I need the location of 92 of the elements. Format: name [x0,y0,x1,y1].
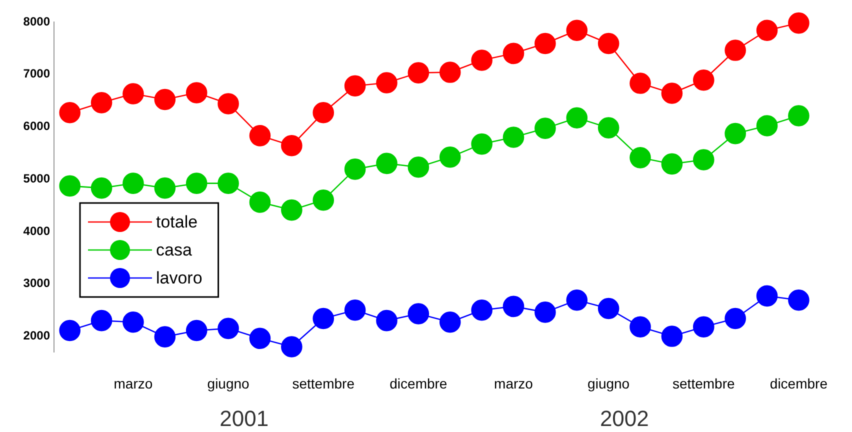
point [788,105,810,126]
y-tick-label: 2000 [23,328,50,343]
point [630,316,651,338]
point [281,336,302,358]
point [376,152,398,174]
y-tick-label: 4000 [23,224,50,238]
point [439,311,461,333]
point [154,326,176,348]
point [471,50,492,71]
point [692,69,714,91]
point [439,146,461,168]
y-tick-label: 6000 [23,119,50,134]
point [344,299,366,321]
x-tick-label: giugno [207,375,250,392]
point [312,102,334,124]
point [692,149,714,170]
point [566,20,588,42]
point [344,75,366,97]
y-tick-label: 8000 [23,14,50,28]
point [90,92,112,114]
point [249,328,271,350]
point [122,311,144,333]
legend-label: lavoro [156,268,202,288]
point [249,192,271,213]
point [90,177,112,199]
point [534,302,556,323]
point [186,172,208,194]
x-tick-label: dicembre [770,375,828,392]
point [566,289,588,311]
point [186,82,208,104]
point [692,316,714,338]
point [408,62,430,84]
point [122,83,144,104]
text: 2001 [220,406,269,432]
point [59,102,80,124]
point [534,32,556,54]
x-tick-label: settembre [672,375,735,392]
point [598,117,620,138]
point [281,199,302,221]
point [312,308,334,330]
point [502,42,524,64]
point [598,32,620,54]
point [376,310,398,332]
point [59,320,80,342]
point [218,93,239,114]
point [661,326,683,347]
point [90,310,112,332]
point [249,125,271,146]
point [408,303,430,324]
point [724,308,746,330]
point [344,158,366,180]
point [756,20,778,42]
point [756,285,778,307]
y-tick-label: 7000 [23,66,50,81]
x-tick-label: giugno [588,375,630,392]
point [154,88,176,110]
y-tick-label: 5000 [23,171,50,186]
point [630,72,651,94]
point [154,177,176,199]
point [122,172,144,194]
point [724,40,746,61]
point [598,298,620,320]
point [376,72,398,94]
x-tick-label: marzo [114,375,153,392]
point [756,115,778,136]
point [218,172,239,194]
point [788,289,810,311]
point [471,299,492,321]
point [566,107,588,129]
x-tick-label: marzo [494,375,534,392]
point [788,12,810,34]
legend-label: casa [156,240,192,260]
x-tick-label: dicembre [390,375,448,392]
point [59,175,80,197]
point [408,156,430,178]
point [312,189,334,211]
point [186,320,208,342]
point [661,82,683,104]
point [281,134,302,156]
x-tick-label: settembre [292,375,355,392]
legend-label: totale [156,212,198,232]
point [724,122,746,144]
point [502,126,524,148]
text: 2002 [600,406,649,432]
point [439,62,461,83]
point [471,133,492,155]
point [218,318,239,340]
point [661,153,683,175]
y-tick-label: 3000 [23,276,50,290]
point [534,118,556,139]
point [630,147,651,168]
point [502,296,524,318]
